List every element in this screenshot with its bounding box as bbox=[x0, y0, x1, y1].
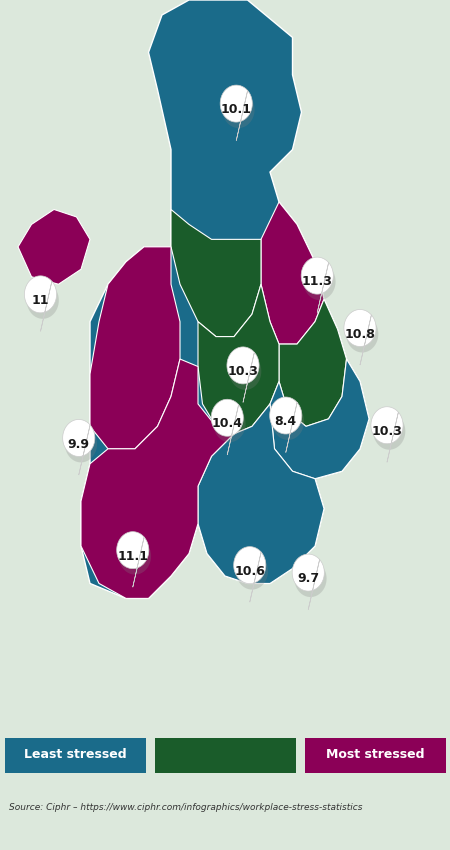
Polygon shape bbox=[24, 276, 57, 332]
Polygon shape bbox=[222, 91, 255, 146]
Text: Most stressed: Most stressed bbox=[326, 748, 424, 761]
Polygon shape bbox=[303, 264, 336, 319]
Polygon shape bbox=[18, 209, 90, 284]
Polygon shape bbox=[234, 547, 266, 602]
Polygon shape bbox=[294, 560, 327, 615]
Text: 11.3: 11.3 bbox=[302, 275, 333, 288]
Polygon shape bbox=[371, 407, 403, 462]
Text: Least stressed: Least stressed bbox=[24, 748, 126, 761]
Polygon shape bbox=[270, 359, 369, 479]
Text: 10.3: 10.3 bbox=[372, 425, 402, 438]
Text: Source: Ciphr – https://www.ciphr.com/infographics/workplace-stress-statistics: Source: Ciphr – https://www.ciphr.com/in… bbox=[9, 803, 363, 812]
Polygon shape bbox=[119, 538, 151, 593]
Polygon shape bbox=[81, 0, 369, 598]
FancyBboxPatch shape bbox=[154, 738, 296, 774]
Polygon shape bbox=[270, 397, 302, 452]
Polygon shape bbox=[279, 299, 346, 427]
Polygon shape bbox=[198, 284, 279, 434]
Text: 9.7: 9.7 bbox=[297, 572, 320, 586]
Polygon shape bbox=[236, 552, 268, 608]
Polygon shape bbox=[227, 347, 259, 402]
Polygon shape bbox=[272, 403, 304, 458]
Text: 10.1: 10.1 bbox=[221, 103, 252, 116]
Polygon shape bbox=[213, 405, 246, 461]
Polygon shape bbox=[81, 359, 234, 598]
Polygon shape bbox=[63, 419, 95, 475]
Polygon shape bbox=[373, 413, 405, 468]
Polygon shape bbox=[27, 282, 59, 337]
Polygon shape bbox=[301, 258, 333, 313]
FancyBboxPatch shape bbox=[305, 738, 446, 774]
Polygon shape bbox=[220, 85, 252, 140]
Text: 11: 11 bbox=[32, 294, 49, 307]
Polygon shape bbox=[211, 400, 243, 455]
Text: 10.6: 10.6 bbox=[234, 564, 265, 578]
Polygon shape bbox=[229, 353, 261, 408]
Text: 10.4: 10.4 bbox=[212, 417, 243, 430]
Polygon shape bbox=[344, 309, 376, 365]
Polygon shape bbox=[65, 426, 97, 481]
Polygon shape bbox=[171, 209, 261, 337]
Text: 8.4: 8.4 bbox=[274, 415, 297, 428]
Polygon shape bbox=[198, 404, 324, 583]
Text: 10.8: 10.8 bbox=[345, 327, 375, 341]
Text: 9.9: 9.9 bbox=[68, 438, 90, 450]
Polygon shape bbox=[117, 531, 149, 587]
Text: 10.3: 10.3 bbox=[228, 365, 258, 378]
FancyBboxPatch shape bbox=[4, 738, 145, 774]
Polygon shape bbox=[90, 246, 180, 449]
Polygon shape bbox=[346, 315, 378, 371]
Text: 11.1: 11.1 bbox=[117, 550, 148, 563]
Polygon shape bbox=[261, 202, 324, 344]
Polygon shape bbox=[292, 554, 324, 609]
